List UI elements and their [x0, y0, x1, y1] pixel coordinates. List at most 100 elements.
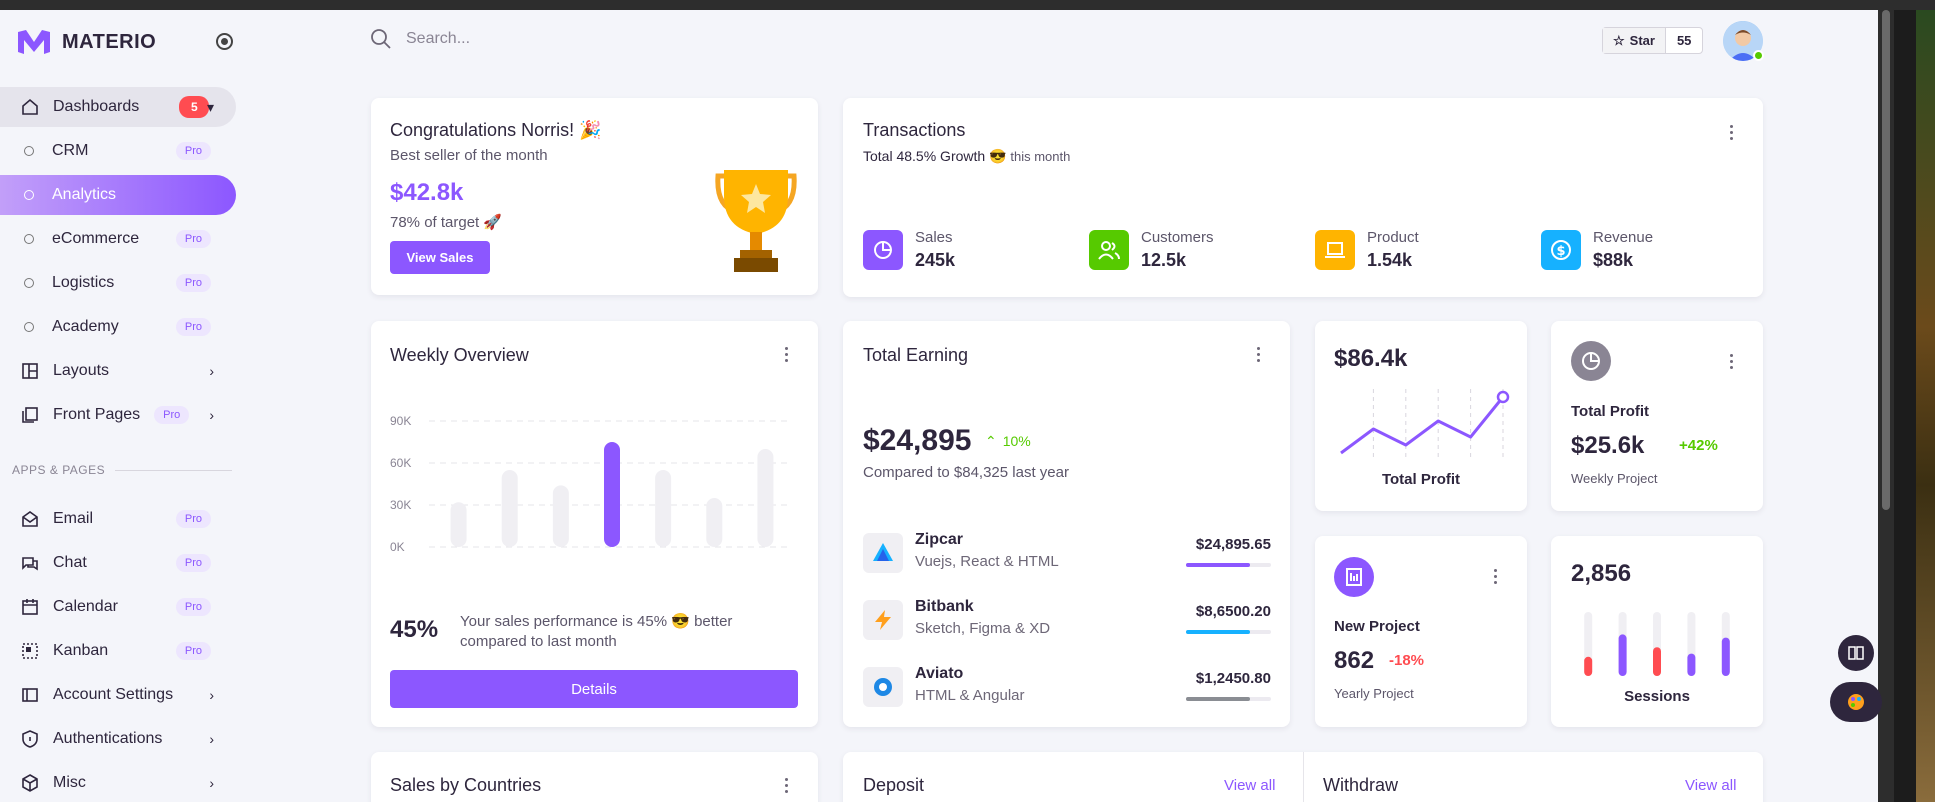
sidebar-item-label: Academy [52, 318, 119, 335]
chevron-down-icon: ▾ [206, 98, 214, 115]
profit-menu-icon[interactable] [1721, 351, 1741, 371]
earning-row-progress [1186, 697, 1271, 701]
pro-badge: Pro [175, 318, 211, 336]
box-icon [20, 773, 40, 793]
view-sales-button[interactable]: View Sales [390, 241, 490, 274]
session-bar [1687, 653, 1696, 676]
chart-bar [655, 470, 672, 547]
avatar[interactable] [1723, 21, 1764, 61]
sidebar-item-calendar[interactable]: Calendar Pro [0, 587, 236, 627]
brand-name: MATERIO [62, 30, 157, 53]
congratulations-card: Congratulations Norris! 🎉 Best seller of… [371, 98, 818, 295]
circle-icon [24, 322, 34, 332]
users-icon [1089, 230, 1129, 270]
sidebar-item-logistics[interactable]: Logistics Pro [0, 263, 236, 303]
deposit-title: Deposit [863, 775, 925, 795]
sidebar-collapse-toggle[interactable] [216, 33, 233, 50]
earning-row-amount: $24,895.65 [1195, 536, 1271, 553]
sidebar-item-crm[interactable]: CRM Pro [0, 131, 236, 171]
stat-label: Customers [1141, 229, 1214, 246]
stat-sales: Sales 245k [863, 229, 955, 271]
weekly-menu-icon[interactable] [776, 344, 796, 364]
sidebar-item-chat[interactable]: Chat Pro [0, 543, 236, 583]
github-star-widget[interactable]: ☆ Star 55 [1602, 27, 1704, 54]
chevron-right-icon: › [209, 363, 214, 379]
profit-line-amount: $86.4k [1334, 345, 1408, 372]
project-amount: 862 [1334, 647, 1375, 674]
sidebar-item-authentications[interactable]: Authentications › [0, 719, 236, 759]
sidebar-item-label: eCommerce [52, 230, 140, 247]
earning-row-sub: HTML & Angular [915, 687, 1025, 704]
circle-icon [24, 234, 34, 244]
brand[interactable]: MATERIO [18, 30, 156, 54]
github-star-button[interactable]: ☆ Star [1603, 28, 1666, 53]
dollar-icon: $ [1541, 230, 1581, 270]
chart-bar [552, 485, 569, 547]
docs-floating-button[interactable] [1838, 635, 1874, 671]
palette-icon [1848, 694, 1864, 710]
earning-menu-icon[interactable] [1248, 344, 1268, 364]
chart-bar [706, 498, 723, 547]
weekly-overview-card: Weekly Overview 90K 60K 30K 0K 45% Your sal… [371, 321, 818, 727]
earning-row-progress [1186, 630, 1271, 634]
withdraw-view-all-link[interactable]: View all [1685, 777, 1737, 794]
stat-revenue: $ Revenue $88k [1541, 229, 1653, 271]
total-profit-line-card: $86.4k Total Profit [1315, 321, 1527, 511]
details-button[interactable]: Details [390, 670, 798, 708]
pages-icon [20, 405, 40, 425]
sidebar-item-dashboards[interactable]: Dashboards 5 ▾ [0, 87, 236, 127]
stat-customers: Customers 12.5k [1089, 229, 1214, 271]
stat-label: Revenue [1593, 229, 1654, 246]
search-bar[interactable] [370, 28, 706, 50]
project-menu-icon[interactable] [1485, 566, 1505, 586]
countries-menu-icon[interactable] [776, 775, 796, 795]
book-icon [1848, 646, 1864, 660]
sidebar-item-account-settings[interactable]: Account Settings › [0, 675, 236, 715]
profit-sub: Weekly Project [1571, 471, 1658, 486]
search-input[interactable] [406, 30, 706, 48]
aviato-logo-icon [863, 667, 903, 707]
project-title: New Project [1334, 618, 1420, 635]
earning-amount: $24,895 [863, 424, 972, 457]
sidebar-item-front-pages[interactable]: Front Pages Pro › [0, 395, 236, 435]
transactions-period: this month [1010, 149, 1071, 164]
project-sub: Yearly Project [1334, 686, 1414, 701]
sessions-label: Sessions [1624, 688, 1690, 705]
congrats-title: Congratulations Norris! 🎉 [390, 120, 602, 140]
sidebar-item-label: Logistics [52, 274, 115, 291]
sidebar-item-label: Dashboards [53, 98, 140, 115]
sidebar-item-label: CRM [52, 142, 89, 159]
pro-badge: Pro [175, 142, 211, 160]
transactions-menu-icon[interactable] [1721, 122, 1741, 142]
star-icon: ☆ [1613, 32, 1625, 48]
sidebar-item-misc[interactable]: Misc › [0, 763, 236, 802]
bitbank-logo-icon [863, 600, 903, 640]
profit-line-series [1340, 396, 1505, 455]
stat-value: $88k [1593, 250, 1634, 270]
calendar-icon [20, 597, 40, 617]
svg-text:$: $ [1556, 244, 1565, 259]
sidebar-item-layouts[interactable]: Layouts › [0, 351, 236, 391]
stat-value: 245k [915, 250, 956, 270]
chart-bar [604, 442, 620, 547]
profit-amount: $25.6k [1571, 432, 1645, 459]
sidebar-item-label: Account Settings [53, 686, 174, 703]
congrats-subtitle: Best seller of the month [390, 147, 548, 164]
section-label-apps: APPS & PAGES [12, 463, 232, 477]
sidebar-item-ecommerce[interactable]: eCommerce Pro [0, 219, 236, 259]
mail-icon [20, 509, 40, 529]
sidebar-item-label: Layouts [53, 362, 110, 379]
pie-chart-icon [863, 230, 903, 270]
earning-row-sub: Vuejs, React & HTML [915, 553, 1059, 570]
sidebar-item-kanban[interactable]: Kanban Pro [0, 631, 236, 671]
sidebar-item-analytics[interactable]: Analytics [0, 175, 236, 215]
github-star-count[interactable]: 55 [1676, 33, 1692, 48]
session-bar [1584, 656, 1593, 676]
sidebar-item-email[interactable]: Email Pro [0, 499, 236, 539]
page-scrollbar[interactable] [1878, 10, 1894, 802]
customizer-floating-button[interactable] [1830, 682, 1882, 722]
pro-badge: Pro [175, 598, 211, 616]
deposit-view-all-link[interactable]: View all [1224, 777, 1276, 794]
earning-row-amount: $8,6500.20 [1195, 603, 1271, 620]
sidebar-item-academy[interactable]: Academy Pro [0, 307, 236, 347]
